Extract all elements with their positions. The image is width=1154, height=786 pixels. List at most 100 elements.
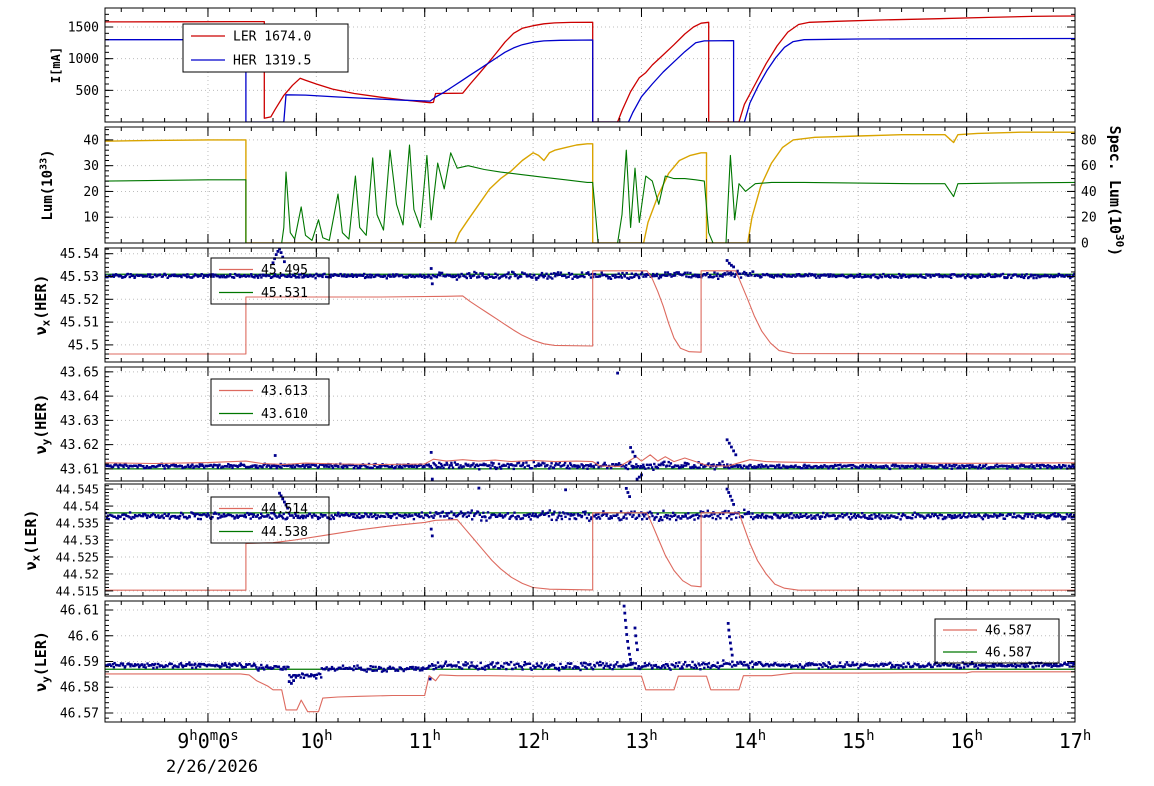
y-tick-label: 43.62 <box>60 438 99 453</box>
y-tick-label: 500 <box>76 84 99 99</box>
x-tick-label: 17h <box>1059 728 1092 753</box>
knob-tune <box>105 270 1075 355</box>
y-axis-title: νy(HER) <box>32 394 52 455</box>
panel-nux-her: 45.545.5145.5245.5345.54νx(HER)45.49545.… <box>32 247 1076 363</box>
grid <box>105 484 1075 596</box>
date-label: 2/26/2026 <box>166 757 258 777</box>
y-tick-label: 44.52 <box>63 567 99 581</box>
y-tick-label: 45.52 <box>60 293 99 308</box>
legend-box <box>210 378 330 426</box>
grid <box>105 601 1075 722</box>
y-axis-title: I[mA] <box>49 47 63 83</box>
HER-current <box>105 37 1075 122</box>
axis-ticks <box>105 126 1076 244</box>
right-axis-title: Spec. Lum(1030) <box>1106 126 1126 257</box>
panel-nux-ler: 44.515 44.52 44.525 44.53 44.535 44.54 44.545 ν… <box>22 483 1076 598</box>
y-tick-label: 44.53 <box>63 534 99 548</box>
series-layer <box>105 486 1075 591</box>
legend-entry-label: 46.587 <box>985 624 1032 639</box>
panel-nuy-ler: 46.57 46.58 46.59 46.6 46.61 νy(LER) 46.587 46.… <box>32 600 1076 723</box>
legend-nux-ler: 44.514 44.538 <box>210 496 330 544</box>
axis-ticks <box>105 366 1076 481</box>
tune-excursions <box>278 486 735 538</box>
panel-luminosity: 10 20 30 40 0 20 40 60 80 Lum(1033) <box>38 126 1097 252</box>
y-tick-label: 44.535 <box>56 517 99 531</box>
right-y-tick-label: 80 <box>1081 133 1097 148</box>
x-tick-label: 16h <box>950 728 983 753</box>
y-tick-label: 43.63 <box>60 414 99 429</box>
legend-entry-label: 44.514 <box>261 502 308 517</box>
y-tick-label: 44.54 <box>63 500 99 514</box>
LER-current <box>105 15 1075 122</box>
legend-entry-label: 46.587 <box>985 646 1032 661</box>
axis-ticks <box>105 7 1076 123</box>
y-tick-label: 20 <box>83 185 99 200</box>
panel-background <box>105 127 1075 243</box>
y-tick-label: 45.51 <box>60 316 99 331</box>
knob-tune <box>105 671 1075 713</box>
y-tick-label: 46.59 <box>60 655 99 670</box>
y-tick-label: 44.515 <box>56 584 99 598</box>
y-tick-label: 46.6 <box>68 629 99 644</box>
measured-tune-band <box>105 269 1075 281</box>
x-tick-label: 12h <box>517 728 550 753</box>
y-tick-label: 1000 <box>68 52 99 67</box>
panel-nuy-her: 43.6143.6243.6343.6443.65νy(HER)43.61343… <box>32 365 1076 482</box>
legend-box <box>934 618 1060 664</box>
y-tick-label: 1500 <box>68 21 99 36</box>
y-tick-label: 44.545 <box>56 483 99 497</box>
measured-tune-band <box>105 508 1075 522</box>
series-layer <box>105 604 1075 713</box>
legend-box <box>210 496 330 544</box>
specific-luminosity <box>105 144 1075 243</box>
legend-box <box>210 257 330 305</box>
legend-nuy-her: 43.613 43.610 <box>210 378 330 426</box>
y-tick-label: 43.61 <box>60 462 99 477</box>
legend-entry-label: 43.610 <box>261 407 308 422</box>
legend-entry-label: HER 1319.5 <box>233 54 311 69</box>
series-layer <box>105 371 1075 481</box>
y-tick-label: 10 <box>83 211 99 226</box>
y-tick-label: 46.58 <box>60 681 99 696</box>
legend-entry-label: 45.495 <box>261 263 308 278</box>
y-tick-label: 40 <box>83 133 99 148</box>
tune-excursions <box>271 248 735 286</box>
axis-ticks <box>105 484 1076 596</box>
y-axis-title: νx(LER) <box>22 510 42 571</box>
right-y-tick-label: 20 <box>1081 211 1097 226</box>
y-tick-label: 43.64 <box>60 390 99 405</box>
tune-excursions <box>287 604 734 685</box>
y-tick-label: 30 <box>83 159 99 174</box>
legend-entry-label: 43.613 <box>261 384 308 399</box>
y-axis-title: νy(LER) <box>32 631 52 692</box>
measured-tune-band <box>105 460 1075 471</box>
legend-entry-label: 45.531 <box>261 286 308 301</box>
y-tick-label: 45.5 <box>68 338 99 353</box>
right-y-tick-label: 60 <box>1081 159 1097 174</box>
axis-ticks <box>105 248 1076 362</box>
y-tick-label: 45.54 <box>60 247 99 262</box>
legend-nux-her: 45.495 45.531 <box>210 257 330 305</box>
y-tick-label: 44.525 <box>56 550 99 564</box>
legend-box <box>182 23 349 73</box>
y-tick-label: 45.53 <box>60 270 99 285</box>
x-tick-label: 11h <box>408 728 441 753</box>
x-tick-label: 10h <box>300 728 333 753</box>
series-layer <box>105 131 1075 243</box>
tune-excursions <box>273 371 738 481</box>
axis-ticks <box>105 601 1076 722</box>
y-tick-label: 43.65 <box>60 365 99 380</box>
x-tick-label: 15h <box>842 728 875 753</box>
right-y-tick-label: 0 <box>1081 237 1089 252</box>
legend-entry-label: LER 1674.0 <box>233 30 311 45</box>
y-axis-title: νx(HER) <box>32 275 52 336</box>
grid <box>105 127 1075 243</box>
x-tick-label: 9h0m0s <box>177 728 238 753</box>
knob-tune <box>105 454 1075 467</box>
series-layer <box>105 248 1075 355</box>
series-layer <box>105 15 1075 122</box>
luminosity <box>105 131 1075 243</box>
y-tick-label: 46.57 <box>60 706 99 721</box>
y-tick-label: 46.61 <box>60 604 99 619</box>
